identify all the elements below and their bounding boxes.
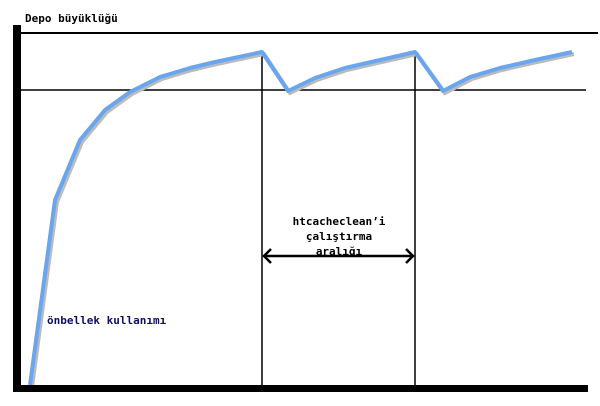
usage-curve-shadow bbox=[30, 51, 575, 388]
interval-label-line: aralığı bbox=[315, 245, 363, 258]
y-axis bbox=[13, 25, 21, 392]
interval-label-line: htcacheclean’i bbox=[292, 215, 386, 228]
interval-label: htcacheclean’i çalıştırma aralığı bbox=[262, 214, 416, 259]
usage-curve bbox=[28, 50, 573, 386]
y-axis-label: Depo büyüklüğü bbox=[25, 12, 118, 25]
curve-label: önbellek kullanımı bbox=[47, 314, 167, 327]
interval-arrow bbox=[262, 248, 415, 264]
interval-label-line: çalıştırma bbox=[305, 230, 373, 243]
x-axis bbox=[13, 385, 588, 392]
